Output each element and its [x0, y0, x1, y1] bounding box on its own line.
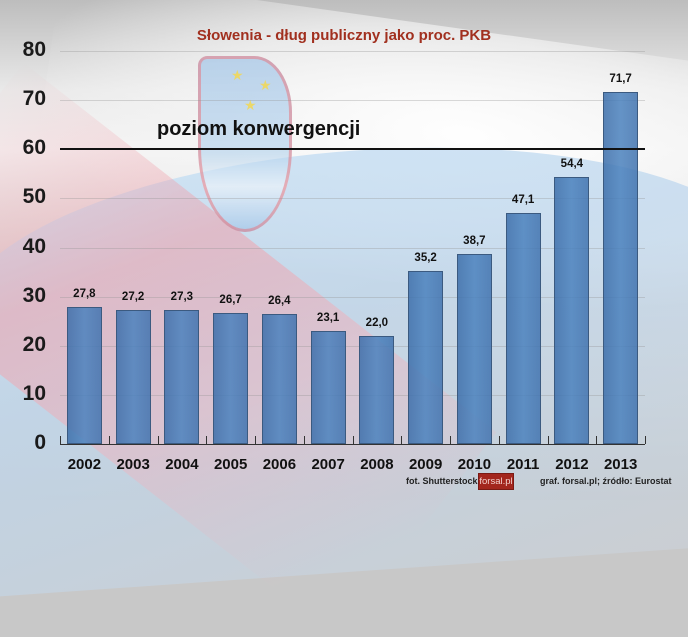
chart-title: Słowenia - dług publiczny jako proc. PKB — [196, 27, 492, 44]
bar-2008[interactable] — [359, 335, 395, 444]
x-tick — [596, 436, 598, 444]
x-category-label: 2007 — [311, 456, 345, 473]
x-tick — [303, 436, 305, 444]
x-tick — [401, 436, 403, 444]
x-category-label: 2010 — [457, 456, 492, 473]
x-axis — [60, 444, 645, 445]
photo-credit: fot. Shutterstock — [406, 476, 478, 486]
x-category-label: 2005 — [213, 456, 248, 473]
bar-value-label: 35,2 — [414, 252, 437, 265]
convergence-line — [60, 148, 645, 151]
bar-2009[interactable] — [408, 271, 444, 444]
y-tick-label: 30 — [22, 283, 46, 307]
x-category-label: 2012 — [555, 456, 589, 473]
x-tick — [547, 436, 549, 444]
gridline — [60, 394, 645, 396]
star-icon: ★ — [231, 68, 244, 84]
gridline — [60, 51, 645, 52]
x-tick — [498, 436, 500, 444]
y-tick-label: 50 — [22, 185, 46, 209]
bar-2013[interactable] — [603, 91, 639, 444]
star-icon: ★ — [244, 98, 257, 114]
x-category-label: 2002 — [67, 456, 102, 473]
bar-value-label: 71,7 — [609, 72, 632, 85]
x-tick — [645, 436, 646, 444]
forsal-logo[interactable]: forsal.pl — [478, 473, 514, 490]
convergence-label: poziom konwergencji — [157, 118, 361, 141]
x-tick — [206, 436, 208, 444]
bar-value-label: 26,4 — [268, 295, 291, 308]
bar-value-label: 27,3 — [170, 290, 194, 303]
y-tick-label: 0 — [34, 431, 46, 454]
x-tick — [60, 436, 61, 444]
bar-value-label: 47,1 — [511, 193, 535, 206]
bar-2007[interactable] — [310, 330, 346, 444]
bar-value-label: 54,4 — [560, 157, 584, 170]
bar-value-label: 27,2 — [121, 291, 145, 304]
bar-2002[interactable] — [66, 307, 102, 444]
x-tick — [255, 436, 256, 444]
y-tick-label: 40 — [22, 234, 46, 258]
gridline — [60, 247, 645, 249]
x-category-label: 2008 — [360, 456, 394, 473]
bar-2003[interactable] — [115, 310, 151, 444]
x-category-label: 2013 — [603, 456, 638, 473]
y-tick-label: 70 — [22, 87, 46, 111]
x-tick — [108, 436, 110, 444]
x-category-label: 2004 — [165, 456, 199, 473]
gridline — [60, 198, 645, 200]
bar-value-label: 38,7 — [463, 234, 486, 247]
source-credit: graf. forsal.pl; źródło: Eurostat — [540, 476, 672, 486]
x-tick — [157, 436, 159, 444]
y-tick-label: 20 — [22, 332, 46, 356]
slovenian-coat-of-arms-icon: ★ ★ ★ — [198, 56, 292, 232]
bar-2012[interactable] — [554, 176, 590, 444]
gridline — [60, 296, 645, 298]
x-tick — [450, 436, 451, 444]
bar-2004[interactable] — [164, 309, 200, 444]
bar-2010[interactable] — [456, 253, 492, 444]
bar-value-label: 27,8 — [73, 288, 96, 301]
bar-2006[interactable] — [261, 314, 297, 444]
x-tick — [352, 436, 354, 444]
bar-value-label: 22,0 — [365, 316, 389, 329]
x-category-label: 2011 — [506, 456, 540, 473]
star-icon: ★ — [259, 78, 272, 94]
gridline — [60, 100, 645, 102]
y-tick-label: 10 — [22, 381, 46, 405]
x-category-label: 2006 — [262, 456, 297, 473]
gridline — [60, 345, 645, 347]
bar-value-label: 26,7 — [219, 293, 242, 306]
bar-value-label: 23,1 — [316, 311, 340, 324]
bar-2011[interactable] — [505, 212, 541, 444]
x-category-label: 2003 — [116, 456, 150, 473]
bar-2005[interactable] — [213, 312, 249, 444]
x-category-label: 2009 — [408, 456, 443, 473]
y-tick-label: 60 — [22, 136, 46, 160]
y-tick-label: 80 — [22, 38, 46, 61]
